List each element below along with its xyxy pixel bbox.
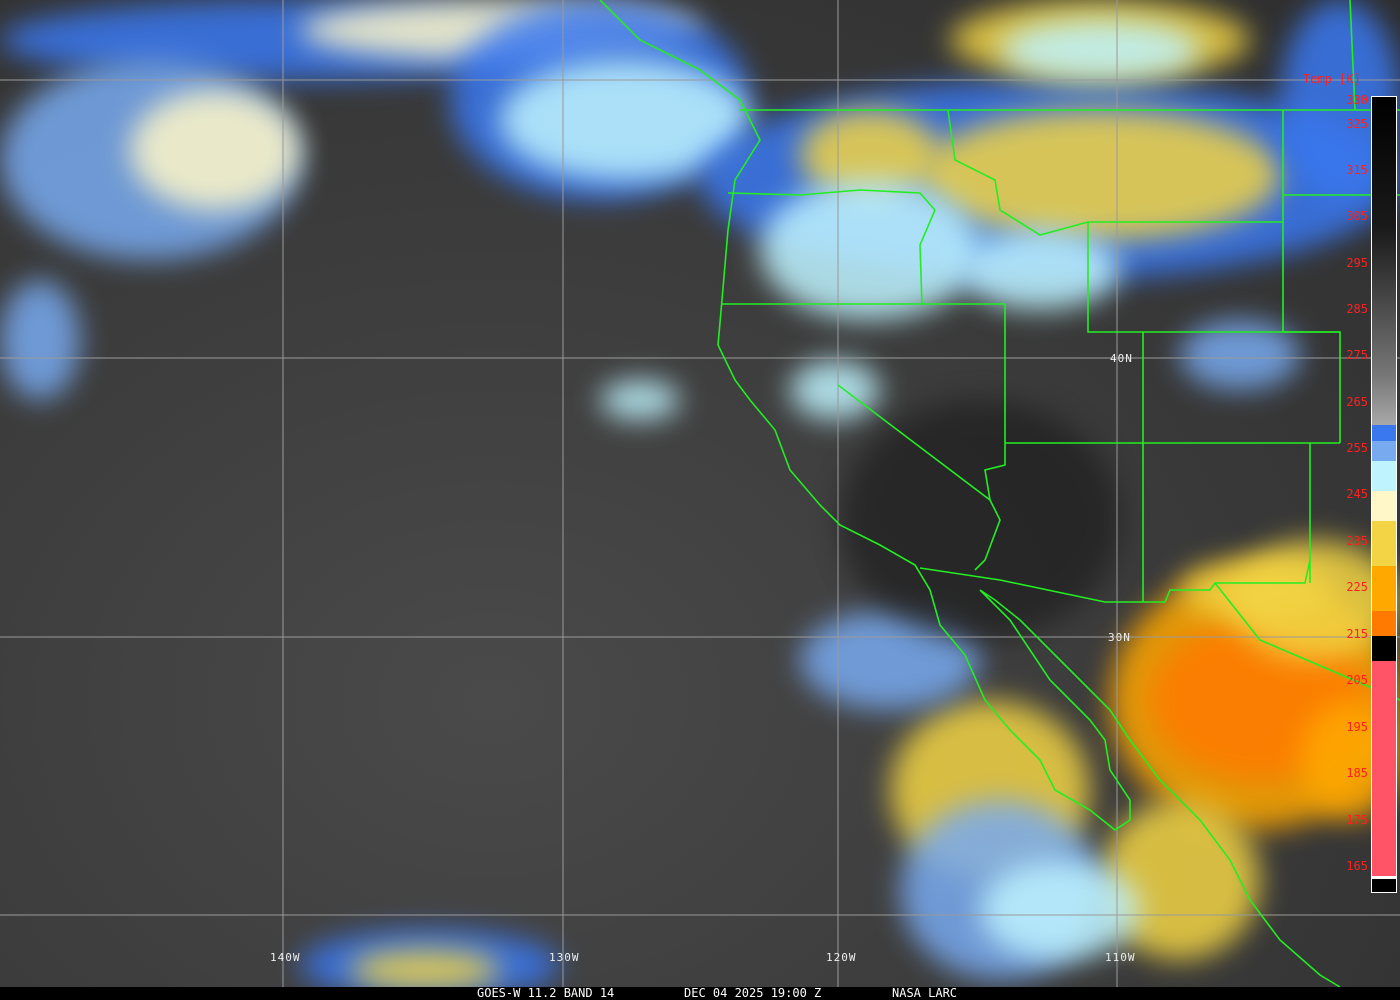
lon-label-130w: 130W [549,951,580,964]
colorbar-title: Temp [K] [1303,72,1361,86]
colorbar-tick-label: 185 [1346,766,1368,780]
cloud-region [790,360,880,420]
colorbar-tick-label: 255 [1346,441,1368,455]
colorbar-segment [1372,441,1396,461]
colorbar-segment [1372,661,1396,876]
cloud-region [600,380,680,420]
colorbar-tick-label: 315 [1346,163,1368,177]
border-co [1282,222,1341,443]
colorbar-tick-label: 275 [1346,348,1368,362]
colorbar-segment [1372,611,1396,636]
colorbar-segment [1372,521,1396,566]
cloud-region [350,950,500,990]
colorbar-tick-label: 175 [1346,813,1368,827]
colorbar-segment [1372,491,1396,521]
cloud-region [760,180,980,320]
colorbar-tick-label: 330 [1346,93,1368,107]
colorbar-tick-label: 265 [1346,395,1368,409]
border-wa-or [727,189,936,211]
datetime-label: DEC 04 2025 19:00 Z [684,986,822,1000]
colorbar-tick-label: 225 [1346,580,1368,594]
colorbar-segment [1372,566,1396,611]
lon-label-140w: 140W [270,951,301,964]
cloud-region [1000,20,1200,80]
colorbar-tick-label: 165 [1346,859,1368,873]
cloud-region [130,90,300,210]
lon-label-120w: 120W [826,951,857,964]
colorbar-tick-label: 305 [1346,209,1368,223]
borders [599,0,1400,988]
colorbar-tick-label: 285 [1346,302,1368,316]
colorbar [1371,96,1397,893]
border-mexico-states [1214,582,1400,701]
colorbar-tick-label: 215 [1346,627,1368,641]
cloud-region [920,110,1280,240]
colorbar-divider [1372,876,1396,879]
lat-label-30n: 30N [1108,631,1131,644]
colorbar-tick-label: 325 [1346,117,1368,131]
colorbar-segment [1372,461,1396,491]
colorbar-gray-ramp [1372,97,1396,425]
border-nv-az [974,499,1001,571]
coastline [599,0,1341,988]
caption-bar: GOES-W 11.2 BAND 14 DEC 04 2025 19:00 Z … [0,987,1400,1000]
colorbar-tick-label: 205 [1346,673,1368,687]
border-us-mexico [919,559,1311,603]
colorbar-tick-label: 235 [1346,534,1368,548]
border-or-id [919,209,936,305]
cloud-region [0,280,80,400]
border-id-ut [1087,222,1340,333]
colorbar-tick-label: 245 [1346,487,1368,501]
satellite-band-label: GOES-W 11.2 BAND 14 [477,986,615,1000]
cloud-region [960,230,1120,310]
lat-label-40n: 40N [1110,352,1133,365]
lon-label-110w: 110W [1105,951,1136,964]
land-region [840,400,1120,640]
border-ca-nv [837,304,1006,502]
colorbar-tick-label: 195 [1346,720,1368,734]
border-mt-north [1349,0,1356,111]
colorbar-segment [1372,425,1396,441]
colorbar-tick-label: 295 [1346,256,1368,270]
source-label: NASA LARC [892,986,958,1000]
border-id-mt [947,109,1284,236]
cloud-region [980,860,1140,960]
